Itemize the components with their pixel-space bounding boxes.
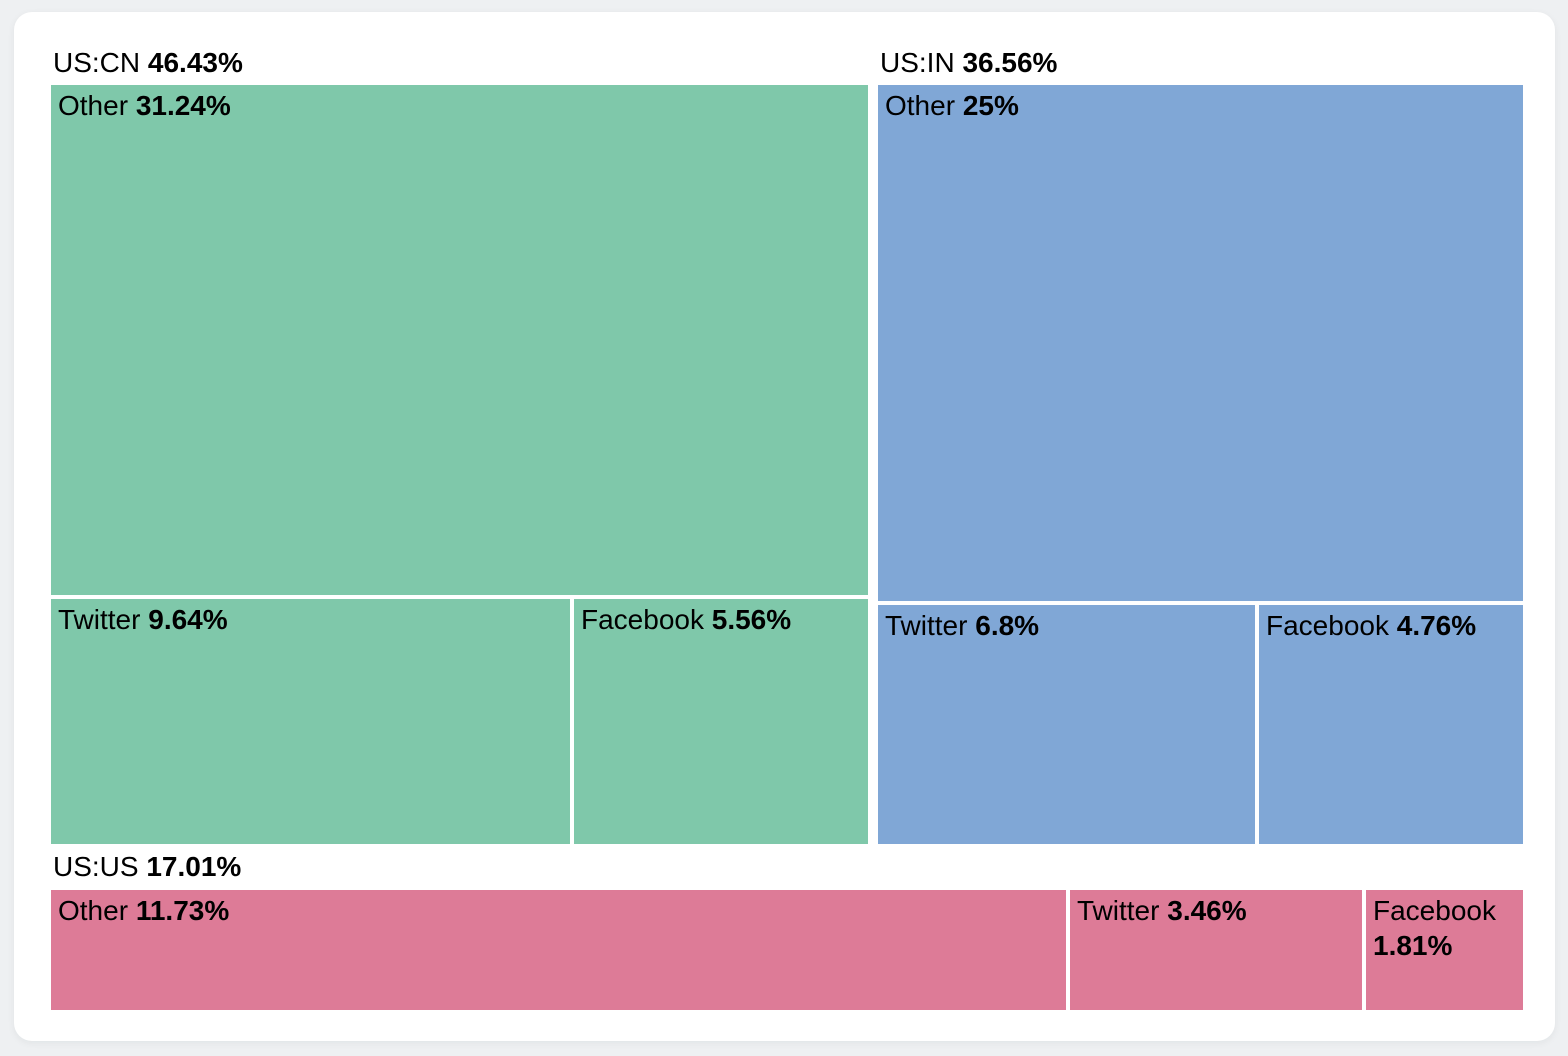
tile-label: Other 11.73% — [51, 890, 1066, 928]
group-key: US:CN — [53, 47, 141, 78]
tile-value: 31.24% — [135, 90, 231, 121]
tile-us-cn-other: Other 31.24% — [51, 85, 868, 595]
tile-name: Facebook — [1266, 610, 1389, 641]
tile-name: Facebook — [581, 604, 704, 635]
tile-label: Facebook 4.76% — [1259, 605, 1523, 643]
group-label-us-in: US:IN 36.56% — [880, 46, 1057, 80]
treemap-card: US:CN 46.43% Other 31.24% Twitter 9.64% … — [14, 12, 1555, 1041]
tile-value: 25% — [962, 90, 1019, 121]
group-key: US:IN — [880, 47, 955, 78]
tile-value: 4.76% — [1396, 610, 1477, 641]
tile-us-in-twitter: Twitter 6.8% — [878, 605, 1255, 844]
group-value: 36.56% — [962, 47, 1058, 78]
tile-us-us-other: Other 11.73% — [51, 890, 1066, 1010]
tile-value: 9.64% — [148, 604, 228, 635]
tile-name: Facebook — [1373, 895, 1496, 926]
tile-us-in-facebook: Facebook 4.76% — [1259, 605, 1523, 844]
group-value: 17.01% — [146, 851, 242, 882]
tile-label: Other 25% — [878, 85, 1523, 123]
group-label-us-cn: US:CN 46.43% — [53, 46, 243, 80]
tile-label: Facebook 1.81% — [1366, 890, 1523, 963]
tile-us-cn-facebook: Facebook 5.56% — [574, 599, 868, 844]
tile-label: Twitter 3.46% — [1070, 890, 1362, 928]
tile-value: 3.46% — [1167, 895, 1247, 926]
tile-us-in-other: Other 25% — [878, 85, 1523, 601]
tile-value: 1.81% — [1373, 930, 1453, 961]
tile-value: 5.56% — [711, 604, 792, 635]
tile-label: Twitter 6.8% — [878, 605, 1255, 643]
tile-us-cn-twitter: Twitter 9.64% — [51, 599, 570, 844]
tile-name: Other — [58, 895, 129, 926]
tile-name: Other — [885, 90, 956, 121]
tile-value: 6.8% — [975, 610, 1040, 641]
tile-value: 11.73% — [135, 895, 230, 926]
tile-label: Other 31.24% — [51, 85, 868, 123]
group-label-us-us: US:US 17.01% — [53, 850, 241, 884]
group-key: US:US — [53, 851, 139, 882]
tile-name: Twitter — [58, 604, 141, 635]
tile-name: Other — [58, 90, 129, 121]
tile-name: Twitter — [1077, 895, 1160, 926]
group-value: 46.43% — [147, 47, 243, 78]
tile-us-us-facebook: Facebook 1.81% — [1366, 890, 1523, 1010]
tile-name: Twitter — [885, 610, 968, 641]
tile-label: Twitter 9.64% — [51, 599, 570, 637]
tile-us-us-twitter: Twitter 3.46% — [1070, 890, 1362, 1010]
tile-label: Facebook 5.56% — [574, 599, 868, 637]
